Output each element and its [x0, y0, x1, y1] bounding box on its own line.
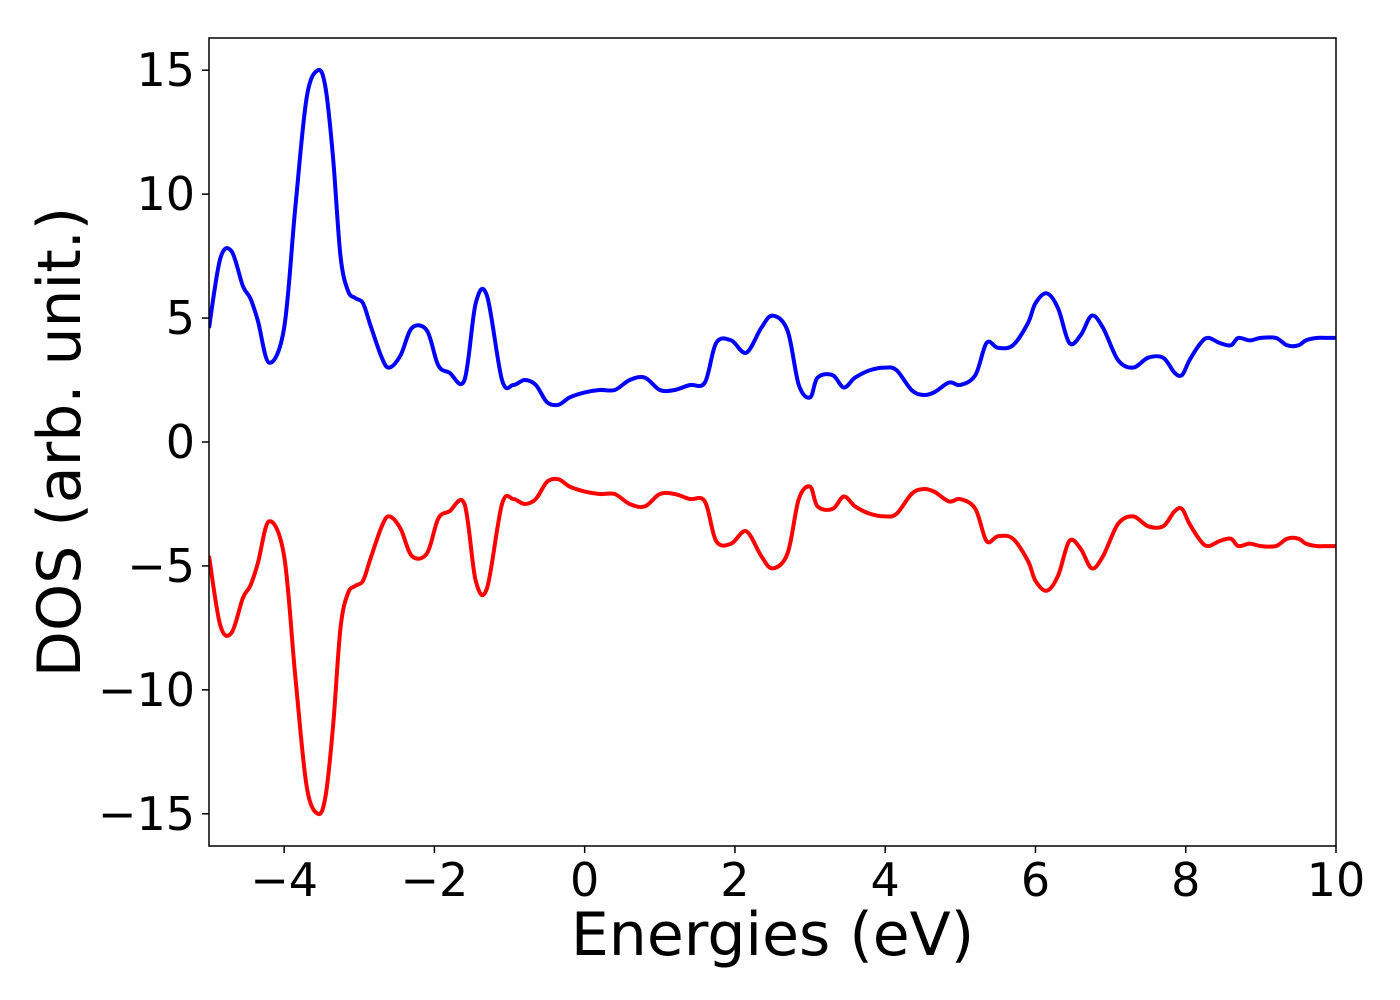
- x-tick-label: 2: [720, 853, 749, 907]
- x-tick-label: −4: [250, 853, 318, 907]
- y-tick-label: −5: [127, 539, 195, 593]
- y-tick-label: 10: [136, 167, 195, 221]
- spin-up-line: [209, 67, 1336, 408]
- y-tick-label: −10: [98, 663, 195, 717]
- y-tick-label: 15: [136, 43, 195, 97]
- x-tick-label: −2: [400, 853, 468, 907]
- x-tick-label: 10: [1307, 853, 1366, 907]
- plot-frame: [208, 37, 1337, 847]
- y-axis-label: DOS (arb. unit.): [25, 207, 95, 677]
- x-tick-label: 8: [1171, 853, 1200, 907]
- x-tick-label: 6: [1021, 853, 1050, 907]
- x-tick-label: 0: [570, 853, 599, 907]
- y-tick-label: 0: [166, 415, 195, 469]
- x-tick-label: 4: [871, 853, 900, 907]
- spin-down-line: [209, 476, 1336, 817]
- tick-layer: −4 −2 0 2 4 6 8 10 15 10 5 0 −5 −10 −15: [98, 43, 1365, 907]
- x-axis-label: Energies (eV): [571, 900, 974, 970]
- series-layer: [209, 67, 1336, 817]
- y-tick-label: −15: [98, 787, 195, 841]
- y-tick-label: 5: [166, 291, 195, 345]
